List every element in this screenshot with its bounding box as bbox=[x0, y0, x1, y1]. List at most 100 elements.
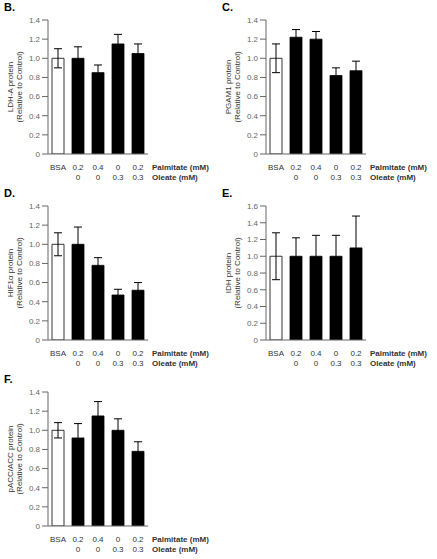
svg-text:0.4: 0.4 bbox=[29, 298, 41, 307]
svg-text:(Relative to Control): (Relative to Control) bbox=[233, 237, 242, 308]
svg-text:Oleate (mM): Oleate (mM) bbox=[370, 173, 416, 182]
svg-text:BSA: BSA bbox=[50, 349, 67, 358]
svg-text:Palmitate (mM): Palmitate (mM) bbox=[152, 535, 209, 544]
svg-text:0.3: 0.3 bbox=[112, 173, 124, 182]
svg-text:0.2: 0.2 bbox=[72, 535, 84, 544]
svg-text:0.3: 0.3 bbox=[112, 359, 124, 368]
svg-text:1.4: 1.4 bbox=[29, 202, 41, 211]
svg-text:1.2: 1.2 bbox=[29, 407, 41, 416]
svg-text:1.4: 1.4 bbox=[29, 16, 41, 25]
svg-text:0.2: 0.2 bbox=[290, 349, 302, 358]
svg-text:Palmitate (mM): Palmitate (mM) bbox=[370, 349, 427, 358]
svg-text:1.2: 1.2 bbox=[247, 35, 259, 44]
svg-text:0: 0 bbox=[314, 173, 319, 182]
svg-text:0: 0 bbox=[334, 163, 339, 172]
svg-text:0.2: 0.2 bbox=[132, 535, 144, 544]
svg-text:0.2: 0.2 bbox=[72, 349, 84, 358]
svg-text:0.4: 0.4 bbox=[92, 349, 104, 358]
svg-text:0: 0 bbox=[294, 173, 299, 182]
svg-text:1.2: 1.2 bbox=[29, 221, 41, 230]
svg-text:Oleate (mM): Oleate (mM) bbox=[152, 359, 198, 368]
svg-text:0.4: 0.4 bbox=[29, 112, 41, 121]
svg-text:0.6: 0.6 bbox=[29, 278, 41, 287]
svg-text:1.0: 1.0 bbox=[247, 54, 259, 63]
svg-text:0: 0 bbox=[36, 150, 41, 159]
svg-text:BSA: BSA bbox=[50, 163, 67, 172]
svg-text:0.3: 0.3 bbox=[330, 173, 342, 182]
svg-text:1.0: 1.0 bbox=[29, 54, 41, 63]
svg-text:0.8: 0.8 bbox=[29, 73, 41, 82]
svg-text:0.2: 0.2 bbox=[290, 163, 302, 172]
svg-text:0.8: 0.8 bbox=[29, 259, 41, 268]
svg-text:0.2: 0.2 bbox=[72, 163, 84, 172]
svg-text:1.0: 1.0 bbox=[29, 426, 41, 435]
svg-text:0: 0 bbox=[96, 173, 101, 182]
svg-text:0.8: 0.8 bbox=[247, 73, 259, 82]
svg-text:0: 0 bbox=[36, 336, 41, 345]
svg-text:0.3: 0.3 bbox=[112, 545, 124, 554]
svg-text:1.4: 1.4 bbox=[247, 16, 259, 25]
svg-text:Palmitate (mM): Palmitate (mM) bbox=[152, 163, 209, 172]
svg-text:0.2: 0.2 bbox=[247, 131, 259, 140]
svg-text:1.4: 1.4 bbox=[247, 219, 259, 228]
svg-text:0.6: 0.6 bbox=[247, 92, 259, 101]
svg-text:0.2: 0.2 bbox=[29, 131, 41, 140]
svg-text:0: 0 bbox=[76, 545, 81, 554]
svg-text:0.2: 0.2 bbox=[350, 163, 362, 172]
svg-text:0.2: 0.2 bbox=[247, 319, 259, 328]
svg-text:0.4: 0.4 bbox=[310, 163, 322, 172]
svg-text:1.2: 1.2 bbox=[247, 235, 259, 244]
svg-text:0.4: 0.4 bbox=[92, 535, 104, 544]
svg-text:(Relative to Control): (Relative to Control) bbox=[15, 423, 24, 494]
svg-text:0.2: 0.2 bbox=[350, 349, 362, 358]
svg-text:0.4: 0.4 bbox=[310, 349, 322, 358]
svg-text:0: 0 bbox=[254, 150, 259, 159]
svg-text:0: 0 bbox=[314, 359, 319, 368]
svg-text:0: 0 bbox=[116, 535, 121, 544]
svg-text:0: 0 bbox=[76, 359, 81, 368]
svg-text:(Relative to Control): (Relative to Control) bbox=[233, 51, 242, 122]
svg-text:(Relative to Control): (Relative to Control) bbox=[15, 51, 24, 122]
svg-text:0: 0 bbox=[96, 545, 101, 554]
svg-text:Oleate (mM): Oleate (mM) bbox=[370, 359, 416, 368]
svg-text:Oleate (mM): Oleate (mM) bbox=[152, 173, 198, 182]
svg-text:1.0: 1.0 bbox=[29, 240, 41, 249]
svg-text:0: 0 bbox=[294, 359, 299, 368]
svg-text:0: 0 bbox=[36, 522, 41, 531]
svg-text:0.2: 0.2 bbox=[132, 163, 144, 172]
svg-text:0.8: 0.8 bbox=[247, 269, 259, 278]
svg-text:0.2: 0.2 bbox=[29, 503, 41, 512]
svg-text:0.2: 0.2 bbox=[132, 349, 144, 358]
svg-text:0: 0 bbox=[254, 336, 259, 345]
svg-text:0.2: 0.2 bbox=[29, 317, 41, 326]
svg-text:0.6: 0.6 bbox=[29, 464, 41, 473]
svg-text:PGAM1 protein: PGAM1 protein bbox=[224, 60, 233, 115]
svg-text:0.3: 0.3 bbox=[350, 173, 362, 182]
svg-text:BSA: BSA bbox=[268, 163, 285, 172]
svg-text:1.2: 1.2 bbox=[29, 35, 41, 44]
svg-text:1.6: 1.6 bbox=[247, 202, 259, 211]
svg-text:1.0: 1.0 bbox=[247, 252, 259, 261]
svg-text:0.8: 0.8 bbox=[29, 445, 41, 454]
svg-text:0.6: 0.6 bbox=[247, 286, 259, 295]
svg-text:0: 0 bbox=[116, 349, 121, 358]
svg-text:Palmitate (mM): Palmitate (mM) bbox=[152, 349, 209, 358]
svg-text:0.3: 0.3 bbox=[132, 359, 144, 368]
svg-text:0.3: 0.3 bbox=[132, 545, 144, 554]
svg-text:0: 0 bbox=[76, 173, 81, 182]
svg-text:0: 0 bbox=[116, 163, 121, 172]
svg-text:(Relative to Control): (Relative to Control) bbox=[15, 237, 24, 308]
svg-text:Oleate (mM): Oleate (mM) bbox=[152, 545, 198, 554]
svg-text:0.4: 0.4 bbox=[92, 163, 104, 172]
svg-text:1.4: 1.4 bbox=[29, 388, 41, 397]
svg-text:0: 0 bbox=[334, 349, 339, 358]
svg-text:0.4: 0.4 bbox=[247, 302, 259, 311]
svg-text:0.3: 0.3 bbox=[350, 359, 362, 368]
svg-text:0.6: 0.6 bbox=[29, 92, 41, 101]
svg-text:0.4: 0.4 bbox=[247, 112, 259, 121]
svg-text:Palmitate (mM): Palmitate (mM) bbox=[370, 163, 427, 172]
svg-text:BSA: BSA bbox=[50, 535, 67, 544]
svg-text:0.4: 0.4 bbox=[29, 484, 41, 493]
svg-text:0.3: 0.3 bbox=[330, 359, 342, 368]
svg-text:0.3: 0.3 bbox=[132, 173, 144, 182]
